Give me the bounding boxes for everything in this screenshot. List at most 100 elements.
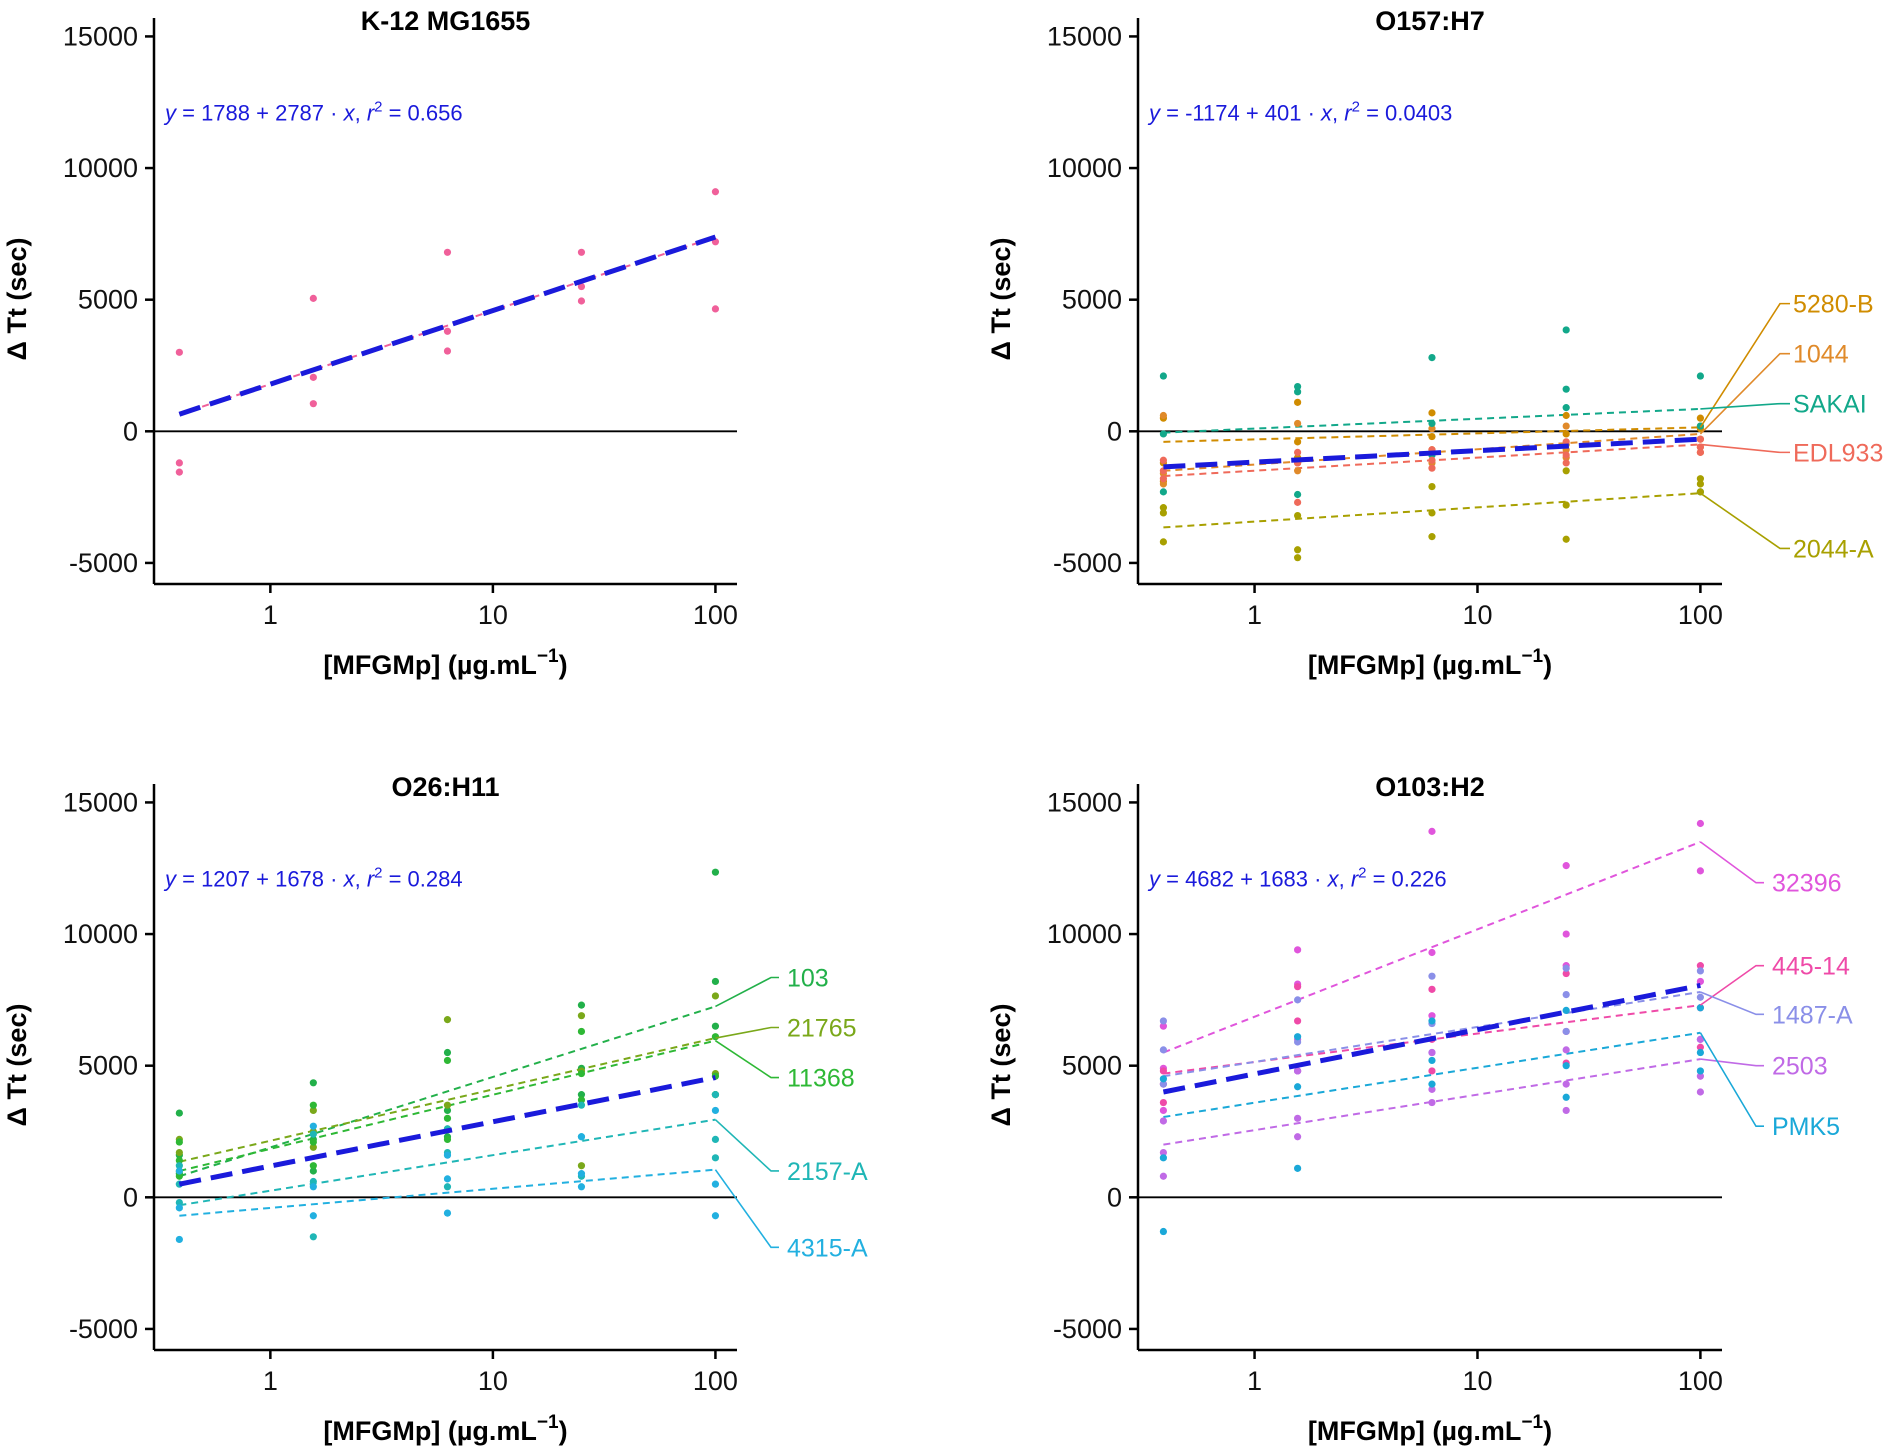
x-tick-label: 10: [478, 1366, 508, 1396]
panel-title: K-12 MG1655: [361, 6, 531, 36]
data-point: [1562, 467, 1570, 475]
data-point: [309, 1143, 317, 1151]
data-point: [577, 1101, 586, 1109]
y-axis-label: Δ Tt (sec): [2, 1004, 32, 1127]
data-point: [577, 1091, 586, 1099]
data-point: [1428, 419, 1436, 428]
data-point: [711, 992, 720, 1000]
data-point: [711, 1135, 720, 1143]
strain-label: 4315-A: [787, 1234, 868, 1262]
data-point: [1562, 1093, 1570, 1101]
series-fit-line: [179, 1118, 716, 1207]
data-point: [1562, 535, 1570, 543]
data-point: [1294, 1067, 1302, 1075]
data-point: [577, 1027, 586, 1036]
data-point: [1696, 962, 1704, 970]
strain-label: 2503: [1772, 1053, 1828, 1081]
data-point: [711, 305, 720, 313]
data-point: [1159, 1148, 1168, 1157]
x-axis-label-superscript: −1: [1521, 1412, 1543, 1433]
equation-r-txt: r: [1351, 867, 1360, 892]
y-tick-label: 0: [1107, 1182, 1122, 1212]
strain-label-leader: [714, 1119, 779, 1172]
strain-label: 445-14: [1772, 953, 1850, 981]
y-tick-label: 0: [1107, 416, 1122, 446]
strain-label-leader: [1699, 492, 1790, 550]
strain-label: 32396: [1772, 870, 1842, 898]
y-tick-label: -5000: [1053, 548, 1122, 578]
data-point: [309, 1101, 317, 1109]
x-tick-label: 10: [1462, 600, 1492, 630]
strain-label: SAKAI: [1793, 391, 1867, 419]
data-point: [443, 347, 452, 355]
data-point: [443, 327, 452, 335]
x-axis-label: [MFGMp] (µg.mL−1): [1308, 1412, 1552, 1446]
series-fit-line: [1163, 1058, 1701, 1146]
data-point: [443, 1135, 452, 1143]
data-point: [443, 248, 452, 256]
panel-title: O157:H7: [1375, 6, 1485, 36]
data-point: [1696, 819, 1704, 828]
data-point: [175, 1138, 183, 1146]
data-point: [711, 1154, 720, 1162]
y-tick-label: 10000: [63, 919, 138, 949]
strain-label-leader: [1700, 443, 1790, 454]
x-tick-label: 1: [263, 1366, 278, 1396]
data-point: [175, 1198, 183, 1207]
data-point: [443, 1106, 452, 1115]
data-point: [1428, 972, 1436, 980]
regression-equation: y = 1788 + 2787 · x, r2 = 0.656: [163, 99, 463, 126]
equation-sep-txt: ,: [1339, 867, 1351, 892]
strain-label-leader: [715, 1026, 779, 1039]
data-point: [1294, 490, 1302, 499]
data-point: [443, 1048, 452, 1057]
data-point: [1294, 1114, 1302, 1122]
data-point: [1562, 991, 1570, 999]
strain-label-leader: [1699, 352, 1790, 435]
y-tick-label: 0: [123, 416, 138, 446]
data-point: [1562, 1046, 1570, 1054]
x-tick-label: 1: [1247, 600, 1262, 630]
data-point: [1562, 1062, 1570, 1070]
data-point: [1428, 482, 1436, 491]
strain-label: 21765: [787, 1015, 857, 1043]
data-point: [1159, 411, 1168, 420]
data-point: [711, 1091, 720, 1099]
data-point: [1159, 504, 1168, 512]
data-point: [577, 297, 586, 305]
y-tick-label: 5000: [78, 1051, 138, 1081]
data-point: [1562, 969, 1570, 978]
data-point: [711, 977, 720, 986]
data-point: [1562, 422, 1570, 430]
y-tick-label: 15000: [63, 21, 138, 51]
y-tick-label: 10000: [63, 153, 138, 183]
data-point: [1159, 488, 1168, 496]
data-point: [1428, 1012, 1436, 1020]
equation-r-sup: 2: [1358, 865, 1366, 882]
data-point: [1428, 409, 1436, 417]
data-point: [1562, 385, 1570, 393]
data-point: [1294, 388, 1302, 396]
data-point: [1696, 475, 1704, 483]
equation-r-sup: 2: [374, 99, 382, 116]
data-point: [175, 1235, 183, 1244]
x-tick-label: 100: [1678, 600, 1723, 630]
data-point: [1294, 1033, 1302, 1041]
strain-label-leader: [1699, 964, 1764, 1006]
x-tick-label: 10: [1462, 1366, 1492, 1396]
equation-eq-txt: = 1788 + 2787 ·: [176, 101, 344, 126]
data-point: [1696, 1004, 1704, 1012]
data-point: [1562, 964, 1570, 972]
series-fit-line: [179, 1168, 716, 1217]
data-point: [175, 1109, 183, 1117]
x-tick-label: 100: [693, 1366, 738, 1396]
strain-label-leader: [1700, 1058, 1764, 1067]
data-point: [1696, 372, 1704, 380]
data-point: [309, 1122, 317, 1130]
x-axis-label-close: ): [559, 650, 568, 680]
strain-label-leader: [714, 1040, 779, 1079]
data-point: [577, 282, 586, 291]
data-point: [1428, 948, 1436, 957]
equation-r-val: = 0.0403: [1360, 101, 1452, 126]
data-point: [1428, 354, 1436, 362]
